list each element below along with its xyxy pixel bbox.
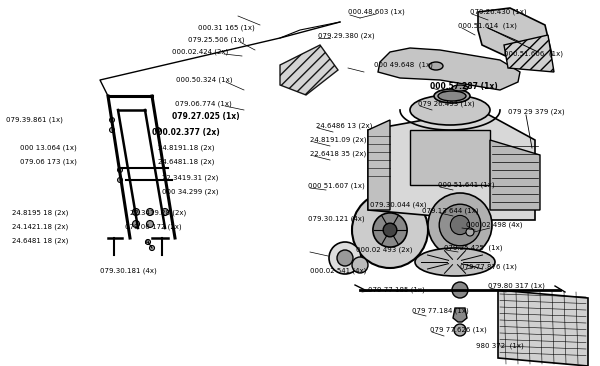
Text: 079.13 644 (1x): 079.13 644 (1x)	[422, 208, 479, 214]
Circle shape	[146, 239, 151, 244]
Text: 079.80 317 (1x): 079.80 317 (1x)	[488, 283, 545, 289]
Circle shape	[118, 178, 122, 183]
Circle shape	[452, 282, 468, 298]
Text: 000 51.607 (1x): 000 51.607 (1x)	[308, 183, 365, 189]
Text: 24.6486 13 (2x): 24.6486 13 (2x)	[316, 123, 373, 129]
Text: 079.29.380 (2x): 079.29.380 (2x)	[318, 33, 374, 39]
Text: 24.8191.09 (2x): 24.8191.09 (2x)	[310, 137, 367, 143]
Circle shape	[466, 228, 474, 236]
Text: 24.8191.18 (2x): 24.8191.18 (2x)	[158, 145, 215, 151]
Text: 079.39.861 (1x): 079.39.861 (1x)	[6, 117, 63, 123]
Polygon shape	[498, 290, 588, 366]
Text: 22.6418 35 (2x): 22.6418 35 (2x)	[310, 151, 366, 157]
Circle shape	[439, 204, 481, 246]
Ellipse shape	[429, 62, 443, 70]
Circle shape	[428, 193, 492, 257]
Ellipse shape	[452, 85, 468, 91]
Text: 079 29 379 (2x): 079 29 379 (2x)	[508, 109, 565, 115]
Circle shape	[118, 168, 122, 172]
Text: 079.25.506 (1x): 079.25.506 (1x)	[188, 37, 245, 43]
Circle shape	[133, 220, 139, 228]
Text: 000 34.299 (2x): 000 34.299 (2x)	[162, 189, 218, 195]
Circle shape	[451, 216, 470, 235]
Text: 079.77.876 (1x): 079.77.876 (1x)	[460, 264, 517, 270]
Text: 079 77 185 (1x): 079 77 185 (1x)	[368, 287, 425, 293]
Polygon shape	[368, 120, 390, 210]
Text: 000.02 493 (2x): 000.02 493 (2x)	[356, 247, 413, 253]
Ellipse shape	[410, 95, 490, 125]
Text: 000.31 165 (1x): 000.31 165 (1x)	[198, 25, 255, 31]
Text: 079.06.774 (1x): 079.06.774 (1x)	[175, 101, 232, 107]
Text: 000 13.064 (1x): 000 13.064 (1x)	[20, 145, 77, 151]
Text: 079.30.044 (4x): 079.30.044 (4x)	[370, 202, 427, 208]
Text: 000.02 541 (4x): 000.02 541 (4x)	[310, 268, 367, 274]
Ellipse shape	[415, 248, 495, 276]
Text: 079.30.181 (4x): 079.30.181 (4x)	[100, 268, 157, 274]
Polygon shape	[453, 308, 467, 322]
Circle shape	[110, 127, 115, 132]
Circle shape	[133, 209, 139, 216]
Text: 079 77.626 (1x): 079 77.626 (1x)	[430, 327, 487, 333]
Text: 000.50.324 (1x): 000.50.324 (1x)	[176, 77, 233, 83]
Text: 22.3419.28 (2x): 22.3419.28 (2x)	[130, 210, 186, 216]
Text: 000 51.641 (1x): 000 51.641 (1x)	[438, 182, 494, 188]
Circle shape	[454, 324, 466, 336]
Circle shape	[110, 117, 115, 123]
Text: 000.48.603 (1x): 000.48.603 (1x)	[348, 9, 405, 15]
Text: 24.6481.18 (2x): 24.6481.18 (2x)	[158, 159, 214, 165]
Text: 000.51.606  (1x): 000.51.606 (1x)	[504, 51, 563, 57]
Circle shape	[352, 192, 428, 268]
Text: 000.02.424 (2x): 000.02.424 (2x)	[172, 49, 228, 55]
Polygon shape	[410, 130, 490, 185]
Text: 079.25.425  (1x): 079.25.425 (1x)	[444, 245, 503, 251]
Text: 000.02.498 (4x): 000.02.498 (4x)	[466, 222, 523, 228]
Text: A: A	[145, 239, 150, 245]
Circle shape	[329, 242, 361, 274]
Polygon shape	[368, 110, 535, 220]
Text: 24.8195 18 (2x): 24.8195 18 (2x)	[12, 210, 68, 216]
Circle shape	[161, 209, 169, 216]
Text: 000.57.287 (1x): 000.57.287 (1x)	[430, 82, 498, 90]
Text: 000.02.377 (2x): 000.02.377 (2x)	[152, 128, 220, 138]
Text: 24.6481 18 (2x): 24.6481 18 (2x)	[12, 238, 68, 244]
Text: 079.27.025 (1x): 079.27.025 (1x)	[172, 112, 239, 120]
Polygon shape	[490, 140, 540, 210]
Polygon shape	[504, 35, 554, 72]
Text: 000.51.614  (1x): 000.51.614 (1x)	[458, 23, 517, 29]
Text: 980 372  (1x): 980 372 (1x)	[476, 343, 524, 349]
Circle shape	[383, 223, 397, 237]
Circle shape	[146, 220, 154, 228]
Text: 079 06 172 (2x): 079 06 172 (2x)	[125, 224, 182, 230]
Circle shape	[337, 250, 353, 266]
Text: 079.30.121 (4x): 079.30.121 (4x)	[308, 216, 365, 222]
Ellipse shape	[438, 91, 466, 101]
Text: 000 49.648  (1x): 000 49.648 (1x)	[374, 62, 433, 68]
Circle shape	[352, 257, 368, 273]
Polygon shape	[280, 45, 338, 95]
Circle shape	[146, 209, 154, 216]
Polygon shape	[478, 8, 552, 65]
Text: 079 77.184 (1x): 079 77.184 (1x)	[412, 308, 469, 314]
Circle shape	[373, 213, 407, 247]
Text: 22.3419.31 (2x): 22.3419.31 (2x)	[162, 175, 218, 181]
Text: 079.06 173 (1x): 079.06 173 (1x)	[20, 159, 77, 165]
Text: 079 26.493 (1x): 079 26.493 (1x)	[418, 101, 475, 107]
Text: 24.1421.18 (2x): 24.1421.18 (2x)	[12, 224, 68, 230]
Circle shape	[155, 127, 161, 132]
Circle shape	[149, 246, 155, 250]
Text: 079.26.430 (1x): 079.26.430 (1x)	[470, 9, 527, 15]
Polygon shape	[378, 48, 520, 90]
Ellipse shape	[434, 89, 470, 103]
